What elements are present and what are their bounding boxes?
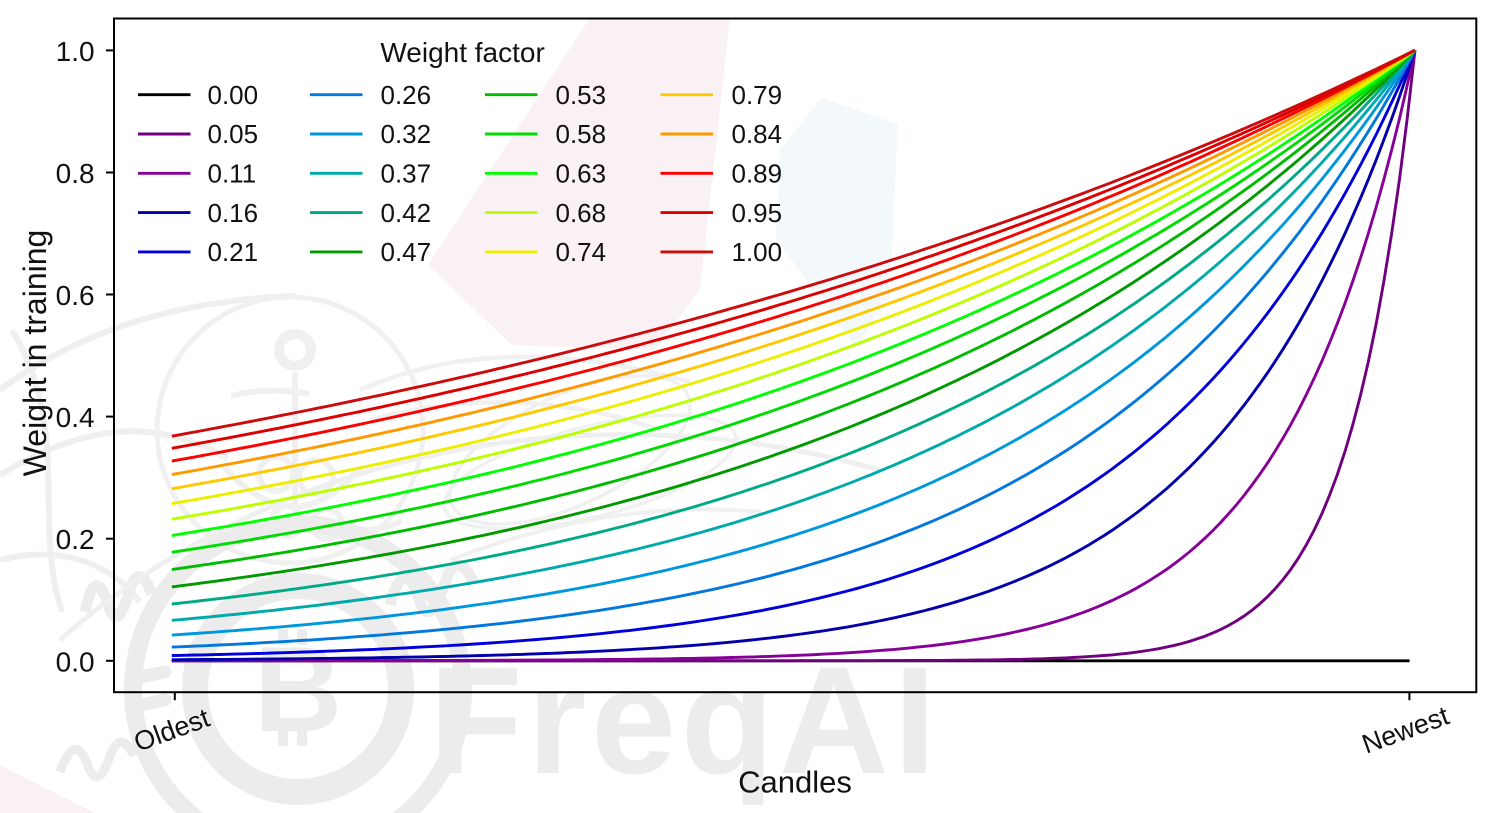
svg-text:Weight factor: Weight factor [380, 37, 544, 68]
svg-text:0.37: 0.37 [381, 159, 432, 189]
svg-text:0.63: 0.63 [556, 159, 607, 189]
svg-text:0.16: 0.16 [208, 198, 259, 228]
svg-text:0.74: 0.74 [556, 237, 607, 267]
svg-text:0.95: 0.95 [732, 198, 783, 228]
svg-text:0.89: 0.89 [732, 159, 783, 189]
svg-text:0.32: 0.32 [381, 119, 432, 149]
svg-text:0.8: 0.8 [56, 158, 95, 189]
svg-text:0.05: 0.05 [208, 119, 259, 149]
svg-text:Candles: Candles [738, 765, 852, 800]
svg-text:0.00: 0.00 [208, 80, 259, 110]
svg-text:0.53: 0.53 [556, 80, 607, 110]
svg-text:0.0: 0.0 [56, 646, 95, 677]
svg-text:Weight in training: Weight in training [17, 230, 53, 477]
svg-text:0.84: 0.84 [732, 119, 783, 149]
svg-text:0.58: 0.58 [556, 119, 607, 149]
svg-text:0.2: 0.2 [56, 524, 95, 555]
svg-text:0.26: 0.26 [381, 80, 432, 110]
svg-text:0.42: 0.42 [381, 198, 432, 228]
svg-text:0.47: 0.47 [381, 237, 432, 267]
svg-text:0.79: 0.79 [732, 80, 783, 110]
svg-text:0.6: 0.6 [56, 280, 95, 311]
svg-text:1.0: 1.0 [56, 36, 95, 67]
svg-text:FreqAI: FreqAI [429, 635, 941, 806]
svg-text:0.4: 0.4 [56, 402, 95, 433]
svg-text:0.68: 0.68 [556, 198, 607, 228]
svg-text:0.11: 0.11 [208, 159, 257, 189]
svg-text:1.00: 1.00 [732, 237, 783, 267]
svg-text:0.21: 0.21 [208, 237, 259, 267]
